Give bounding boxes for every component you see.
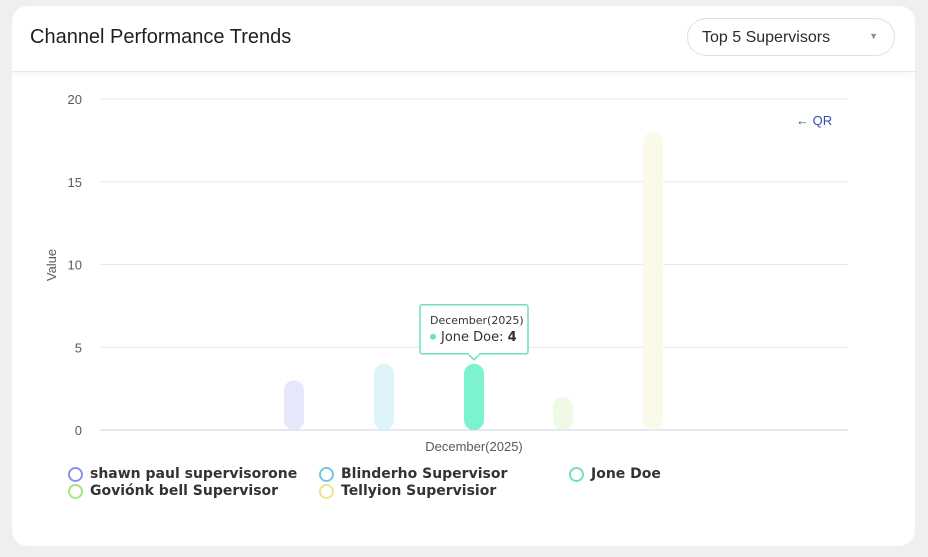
tooltip-pointer (467, 353, 481, 361)
y-tick-label: 20 (68, 92, 82, 107)
legend-label: shawn paul supervisorone (90, 466, 298, 482)
tooltip-title: December(2025) (430, 314, 524, 327)
legend-label: Goviónk bell Supervisor (90, 483, 279, 499)
legend-label: Blinderho Supervisor (341, 466, 508, 482)
bar[interactable] (284, 380, 304, 430)
bar[interactable] (374, 363, 394, 430)
tooltip-value: 4 (508, 330, 517, 345)
chart-tooltip: December(2025) Jone Doe: 4 (419, 304, 529, 361)
legend-label: Jone Doe (591, 466, 661, 482)
tooltip-series: Jone Doe: 4 (440, 330, 517, 345)
legend-marker-icon (319, 484, 334, 499)
qr-annotation: ← QR (796, 113, 832, 128)
y-tick-label: 15 (68, 175, 82, 190)
legend-marker-icon (569, 467, 584, 482)
y-tick-label: 0 (75, 423, 82, 438)
bar[interactable] (553, 396, 573, 430)
legend-label: Tellyion Supervisior (341, 483, 497, 499)
y-tick-label: 10 (68, 258, 82, 273)
supervisor-filter-select[interactable]: Top 5 Supervisors ▼ (687, 18, 895, 56)
legend-marker-icon (68, 467, 83, 482)
y-axis-label: Value (44, 249, 59, 281)
chart-card: Channel Performance Trends Top 5 Supervi… (12, 6, 915, 546)
legend-marker-icon (68, 484, 83, 499)
legend-marker-icon (319, 467, 334, 482)
y-tick-label: 5 (75, 340, 82, 355)
bar[interactable] (464, 363, 484, 430)
tooltip-dot (430, 333, 436, 340)
x-tick-label: December(2025) (425, 439, 523, 454)
bar[interactable] (643, 132, 663, 430)
chevron-down-icon: ▼ (869, 31, 878, 41)
select-value: Top 5 Supervisors (702, 29, 831, 46)
page-title: Channel Performance Trends (30, 26, 292, 48)
card-header: Channel Performance Trends Top 5 Supervi… (12, 6, 915, 72)
chart-legend: shawn paul supervisorone Blinderho Superv… (68, 466, 868, 506)
